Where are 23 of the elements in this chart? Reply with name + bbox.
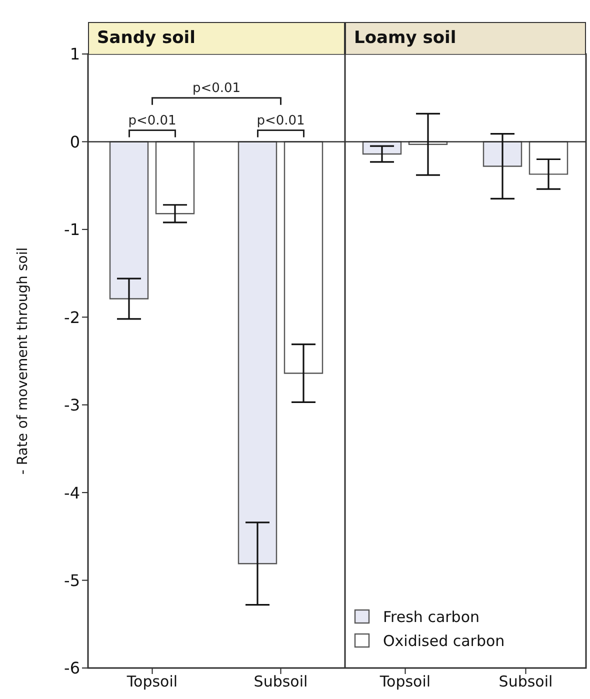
y-tick-label: -1 <box>64 220 80 240</box>
x-tick-label: Subsoil <box>498 672 553 691</box>
y-tick-label: -4 <box>64 483 80 502</box>
annotation: p<0.01 <box>128 113 176 128</box>
x-tick-label: Topsoil <box>126 672 178 691</box>
y-tick-label: -2 <box>64 308 80 327</box>
significance-bracket: p<0.01 <box>256 113 305 138</box>
significance-bracket: p<0.01 <box>128 113 176 138</box>
y-tick-label: 1 <box>70 44 80 64</box>
y-tick-label: -6 <box>64 658 80 678</box>
annotation: p<0.01 <box>256 113 305 128</box>
y-axis-title: - Rate of movement through soil <box>14 247 31 475</box>
legend-label: Oxidised carbon <box>383 632 505 650</box>
x-tick-label: Subsoil <box>254 672 308 691</box>
panel-header: Sandy soil <box>88 22 345 54</box>
significance-bracket: p<0.01 <box>152 80 282 105</box>
y-tick-label: -5 <box>64 570 80 590</box>
legend-label: Fresh carbon <box>383 608 480 626</box>
x-tick-label: Topsoil <box>378 672 431 691</box>
y-tick-label: 0 <box>70 132 80 152</box>
panel-header: Loamy soil <box>345 22 586 54</box>
y-tick-label: -3 <box>64 396 80 415</box>
annotation: p<0.01 <box>192 80 241 96</box>
